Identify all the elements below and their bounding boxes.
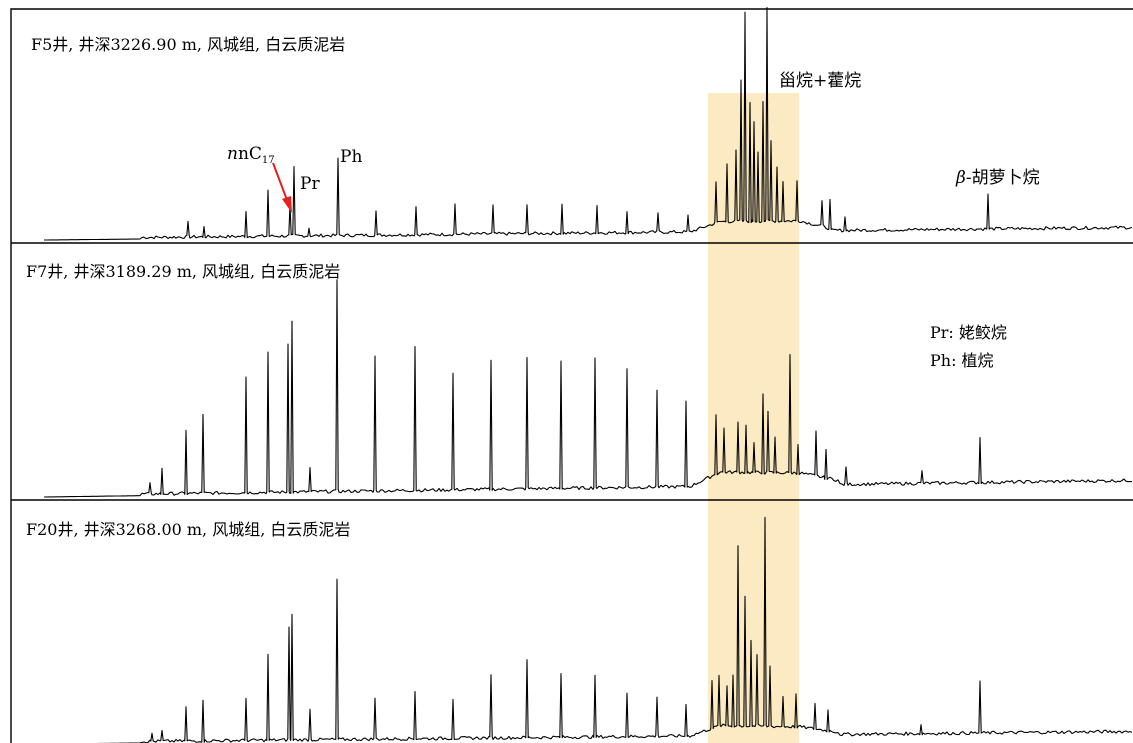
label-nc17-c: nC [238,144,262,164]
label-carotane-name: -胡萝卜烷 [966,168,1040,188]
legend-ph: Ph: 植烷 [930,351,994,370]
panel-title-f20: F20井, 井深3268.00 m, 风城组, 白云质泥岩 [26,520,350,539]
legend-pr: Pr: 姥鲛烷 [930,323,1007,342]
nc17-arrow-shaft [272,162,288,201]
panel-title-f7: F7井, 井深3189.29 m, 风城组, 白云质泥岩 [26,262,340,281]
chromatogram-trace-f5 [44,7,1133,241]
label-ph: Ph [340,147,362,167]
chromatogram-trace-f20 [88,516,1133,743]
label-nc17: nnC17 [227,144,275,166]
label-nc17-subscript: 17 [262,155,275,166]
label-beta-symbol: β [955,168,966,188]
label-beta-carotane: β-胡萝卜烷 [955,168,1040,188]
nc17-arrow-head [282,196,292,213]
label-steranes-hopanes: 甾烷+藿烷 [779,71,861,91]
chromatogram-trace-f7 [44,279,1133,498]
label-pr: Pr [300,174,320,194]
label-nc17-n: n [227,144,238,164]
panel-title-f5: F5井, 井深3226.90 m, 风城组, 白云质泥岩 [31,35,345,54]
figure-frame [10,8,1133,743]
